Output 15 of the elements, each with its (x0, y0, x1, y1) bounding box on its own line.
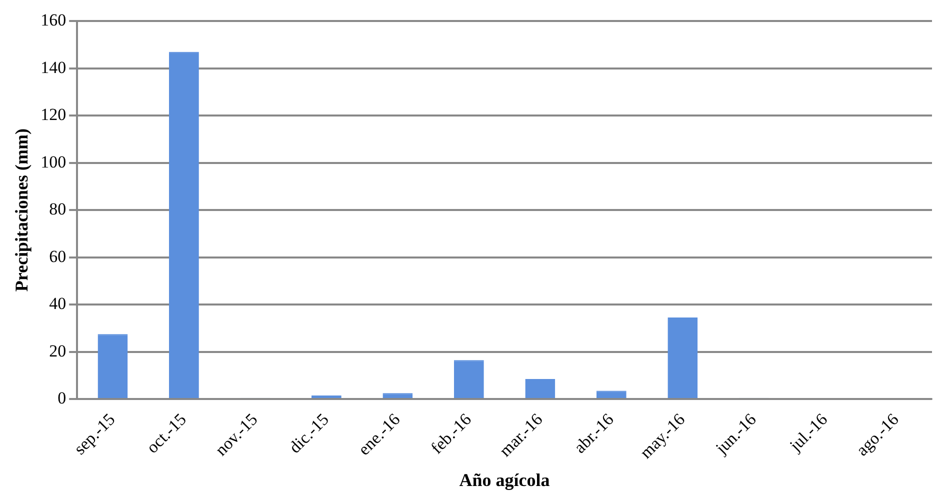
y-tick-label: 20 (49, 341, 66, 360)
y-axis-title: Precipitaciones (mm) (11, 128, 32, 292)
bar (668, 318, 698, 398)
y-tick-label: 100 (40, 152, 66, 172)
y-tick-label: 120 (40, 105, 66, 124)
y-tick-label: 80 (49, 200, 66, 219)
y-tick-label: 40 (49, 294, 66, 314)
bar (169, 52, 199, 398)
bar (98, 334, 128, 398)
y-tick-label: 0 (58, 388, 66, 408)
y-tick-label: 140 (40, 58, 66, 77)
x-axis-title: Año agícola (459, 470, 550, 490)
bar (454, 360, 484, 398)
y-tick-label: 160 (40, 10, 66, 30)
y-tick-label: 60 (49, 246, 66, 266)
